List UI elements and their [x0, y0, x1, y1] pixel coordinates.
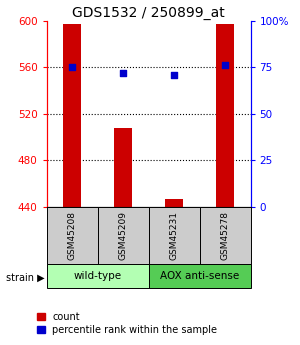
Bar: [148, 207, 200, 264]
Bar: [200, 207, 250, 264]
Bar: [63, 24, 81, 207]
Point: [70, 65, 74, 70]
Text: GSM45231: GSM45231: [169, 211, 178, 260]
Bar: [216, 24, 234, 207]
Bar: [46, 207, 98, 264]
Point: [223, 63, 227, 68]
Point: [172, 72, 176, 78]
Bar: [114, 128, 132, 207]
Text: wild-type: wild-type: [74, 271, 122, 281]
Text: GSM45209: GSM45209: [118, 211, 127, 260]
Point: [121, 70, 125, 76]
Bar: [98, 207, 148, 264]
Bar: [148, 264, 250, 288]
Title: GDS1532 / 250899_at: GDS1532 / 250899_at: [72, 6, 225, 20]
Legend: count, percentile rank within the sample: count, percentile rank within the sample: [35, 310, 219, 337]
Text: AOX anti-sense: AOX anti-sense: [160, 271, 239, 281]
Text: GSM45278: GSM45278: [220, 211, 230, 260]
Bar: [46, 264, 148, 288]
Text: GSM45208: GSM45208: [68, 211, 76, 260]
Bar: [165, 199, 183, 207]
Text: strain ▶: strain ▶: [6, 273, 45, 283]
